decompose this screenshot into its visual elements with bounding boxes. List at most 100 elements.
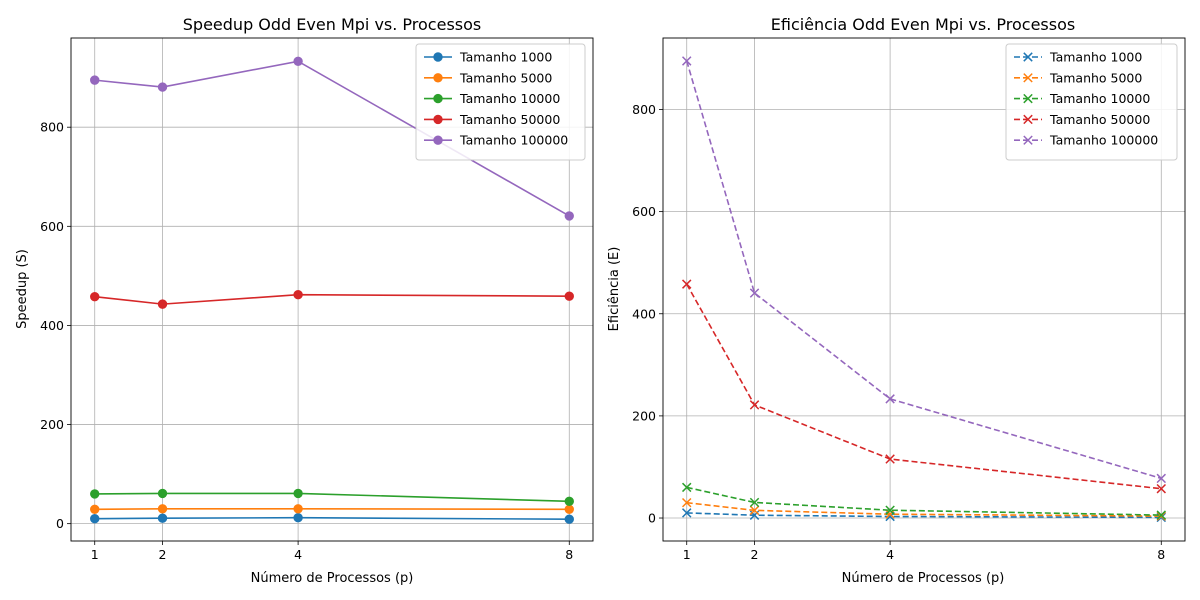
efficiency-data-point	[681, 56, 692, 66]
efficiency-data-point	[681, 279, 692, 289]
efficiency-series-line-1	[686, 512, 1162, 519]
speedup-data-point	[564, 291, 574, 301]
efficiency-y-tick-label: 200	[632, 408, 656, 423]
efficiency-legend-label: Tamanho 1000	[1049, 50, 1142, 65]
speedup-legend-marker	[433, 114, 443, 125]
speedup-x-tick-label: 4	[294, 547, 302, 562]
speedup-data-point	[293, 513, 303, 523]
speedup-ticks: 1 2 4 8 0 200 400 600 800	[40, 120, 573, 562]
efficiency-data-point	[749, 288, 760, 298]
speedup-legend-label: Tamanho 5000	[459, 70, 552, 85]
efficiency-legend-label: Tamanho 100000	[1049, 133, 1158, 148]
efficiency-legend: Tamanho 1000 Tamanho 5000 Tamanho 10000 Tam…	[1005, 43, 1178, 161]
efficiency-data-point	[1156, 473, 1167, 484]
speedup-plot-frame	[70, 37, 594, 542]
speedup-series-group	[90, 56, 574, 524]
speedup-data-point	[293, 504, 303, 514]
efficiency-data-point	[885, 505, 895, 515]
efficiency-x-axis-label: Número de Processos (p)	[842, 571, 1005, 586]
efficiency-plot-frame	[662, 37, 1186, 542]
speedup-data-point	[293, 290, 303, 300]
speedup-series-line-1	[94, 516, 570, 521]
efficiency-x-tick-label: 8	[1157, 547, 1165, 562]
speedup-y-tick-label: 400	[40, 318, 64, 333]
efficiency-legend-marker	[1023, 114, 1033, 125]
speedup-legend-label: Tamanho 50000	[459, 112, 560, 127]
speedup-data-point	[90, 291, 100, 302]
speedup-data-point	[157, 299, 168, 309]
speedup-legend-marker	[433, 135, 443, 145]
speedup-data-point	[157, 513, 168, 523]
speedup-legend-label: Tamanho 10000	[459, 91, 560, 106]
efficiency-legend-label: Tamanho 10000	[1049, 91, 1150, 106]
efficiency-legend-marker	[1023, 135, 1033, 145]
efficiency-x-tick-label: 1	[683, 547, 691, 562]
speedup-data-point	[293, 56, 303, 66]
efficiency-ticks: 1 2 4 8 0 200 400 600 800	[632, 102, 1165, 562]
efficiency-series-group	[681, 56, 1167, 523]
efficiency-chart: Eficiência Odd Even Mpi vs. Processos Nú…	[607, 15, 1186, 586]
speedup-x-tick-label: 2	[159, 547, 167, 562]
speedup-data-point	[564, 211, 574, 221]
efficiency-legend-marker	[1023, 52, 1033, 62]
speedup-data-point	[293, 488, 303, 499]
speedup-legend-label: Tamanho 100000	[459, 133, 568, 148]
speedup-data-point	[90, 75, 100, 85]
efficiency-y-tick-label: 0	[648, 511, 656, 526]
speedup-y-tick-label: 0	[56, 516, 64, 531]
efficiency-data-point	[681, 497, 692, 508]
efficiency-data-point	[749, 505, 760, 516]
efficiency-y-tick-label: 600	[632, 204, 656, 219]
efficiency-series-line-5	[685, 60, 1162, 480]
speedup-legend-box	[415, 43, 586, 161]
speedup-chart-title: Speedup Odd Even Mpi vs. Processos	[183, 15, 481, 34]
speedup-y-tick-label: 200	[40, 417, 64, 432]
efficiency-legend-box	[1005, 43, 1178, 161]
speedup-data-point	[157, 504, 168, 514]
speedup-series-line-4	[94, 293, 570, 305]
speedup-data-point	[90, 489, 100, 499]
speedup-legend-marker	[433, 93, 443, 104]
efficiency-x-tick-label: 4	[886, 547, 894, 562]
speedup-chart: Speedup Odd Even Mpi vs. Processos Númer…	[15, 15, 594, 586]
efficiency-data-point	[885, 394, 895, 404]
efficiency-data-point	[885, 509, 895, 519]
efficiency-series-line-3	[686, 486, 1162, 516]
speedup-y-tick-label: 800	[40, 120, 64, 135]
efficiency-data-point	[749, 497, 760, 508]
speedup-series-line-3	[94, 492, 570, 503]
efficiency-legend-marker	[1023, 73, 1033, 83]
speedup-data-point	[564, 504, 574, 514]
efficiency-x-tick-label: 2	[751, 547, 759, 562]
speedup-legend-marker	[433, 73, 443, 83]
speedup-legend-marker	[433, 52, 443, 62]
efficiency-data-point	[681, 508, 692, 518]
speedup-x-axis-label: Número de Processos (p)	[251, 571, 414, 586]
efficiency-legend-marker	[1023, 93, 1033, 104]
efficiency-y-tick-label: 800	[632, 102, 656, 117]
speedup-y-tick-label: 600	[40, 219, 64, 234]
speedup-data-point	[564, 496, 574, 507]
efficiency-data-point	[681, 482, 692, 493]
efficiency-data-point	[749, 400, 760, 410]
speedup-data-point	[90, 513, 100, 524]
speedup-data-point	[157, 82, 168, 92]
speedup-data-point	[564, 514, 574, 524]
speedup-legend: Tamanho 1000 Tamanho 5000 Tamanho 10000 Tam…	[415, 43, 586, 161]
efficiency-y-axis-label: Eficiência (E)	[607, 247, 622, 332]
efficiency-chart-title: Eficiência Odd Even Mpi vs. Processos	[771, 15, 1075, 34]
speedup-x-tick-label: 1	[91, 547, 99, 562]
efficiency-legend-label: Tamanho 5000	[1049, 70, 1142, 85]
efficiency-data-point	[1156, 510, 1167, 520]
speedup-legend-label: Tamanho 1000	[459, 50, 552, 65]
efficiency-data-point	[1156, 483, 1167, 494]
speedup-y-axis-label: Speedup (S)	[15, 249, 30, 329]
efficiency-series-line-2	[686, 501, 1162, 517]
efficiency-y-tick-label: 400	[632, 306, 656, 321]
speedup-data-point	[157, 488, 168, 499]
speedup-data-point	[90, 504, 100, 514]
efficiency-series-line-4	[686, 283, 1162, 490]
speedup-x-tick-label: 8	[565, 547, 573, 562]
efficiency-legend-label: Tamanho 50000	[1049, 112, 1150, 127]
